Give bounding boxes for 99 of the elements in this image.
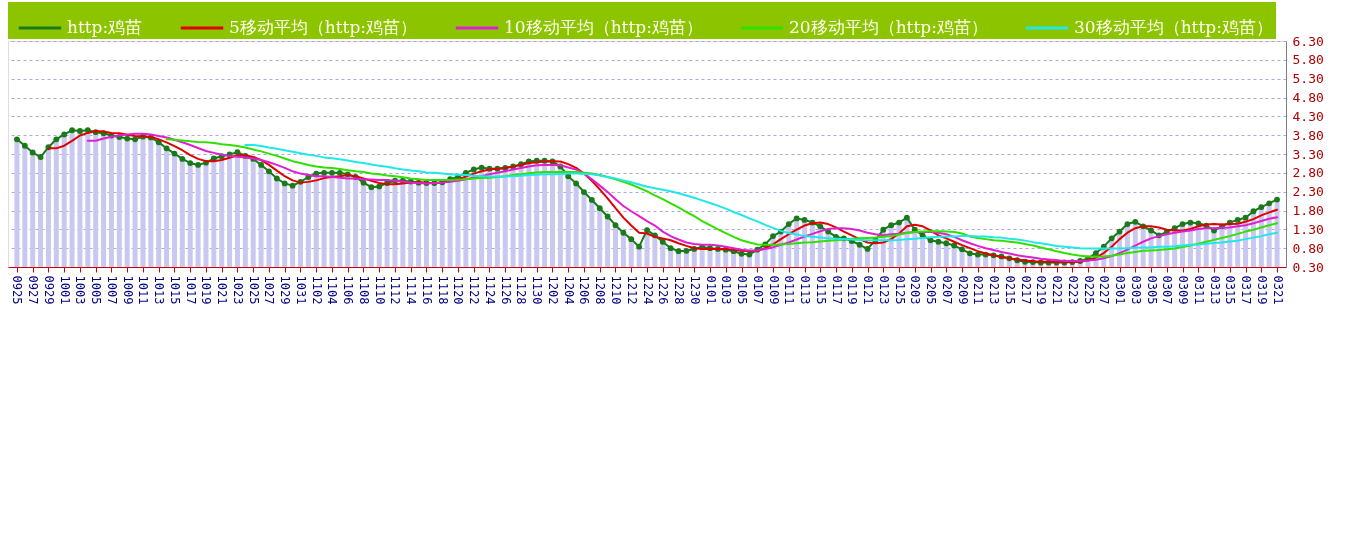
x-tick-label: 1001 (57, 275, 72, 305)
y-tick-label: 1.30 (1292, 221, 1324, 237)
x-tick-label: 0225 (1081, 275, 1096, 305)
x-tick-label: 0203 (908, 275, 923, 305)
y-tick-label: 0.80 (1292, 240, 1324, 256)
x-tick-label: 1021 (215, 275, 230, 305)
legend-label: 10移动平均（http:鸡苗） (504, 17, 703, 37)
x-tick-label: 1102 (309, 275, 324, 305)
x-tick-label: 1029 (278, 275, 293, 305)
x-tick-label: 1015 (167, 275, 182, 305)
x-tick-label: 1128 (514, 275, 529, 305)
legend-label: 5移动平均（http:鸡苗） (229, 17, 418, 37)
legend-label: 20移动平均（http:鸡苗） (789, 17, 988, 37)
x-tick-label: 0227 (1097, 275, 1112, 305)
x-tick-label: 1230 (687, 275, 702, 305)
x-tick-label: 0307 (1160, 275, 1175, 305)
x-tick-label: 1116 (419, 275, 434, 305)
x-tick-label: 0223 (1065, 275, 1080, 305)
x-tick-label: 1122 (467, 275, 482, 305)
x-tick-label: 0117 (829, 275, 844, 305)
x-tick-label: 1130 (530, 275, 545, 305)
x-tick-label: 1110 (372, 275, 387, 305)
x-tick-label: 1108 (356, 275, 371, 305)
x-tick-label: 1208 (593, 275, 608, 305)
x-tick-label: 0113 (798, 275, 813, 305)
x-tick-label: 1104 (325, 275, 340, 305)
x-tick-label: 1202 (545, 275, 560, 305)
x-tick-label: 0211 (971, 275, 986, 305)
x-tick-label: 1118 (435, 275, 450, 305)
y-tick-label: 1.80 (1292, 203, 1324, 218)
x-tick-label: 0105 (735, 275, 750, 305)
x-tick-label: 0219 (1034, 275, 1049, 305)
x-tick-label: 1023 (230, 275, 245, 305)
x-tick-label: 1112 (388, 275, 403, 305)
x-tick-label: 0927 (26, 275, 41, 305)
x-tick-label: 0207 (939, 275, 954, 305)
x-tick-label: 0309 (1176, 275, 1191, 305)
y-tick-label: 2.80 (1292, 165, 1324, 181)
x-tick-label: 1124 (482, 275, 497, 305)
x-tick-label: 0205 (924, 275, 939, 305)
x-tick-label: 1025 (246, 275, 261, 305)
x-tick-label: 0313 (1207, 275, 1222, 305)
x-tick-label: 0929 (41, 275, 56, 305)
x-tick-label: 1013 (152, 275, 167, 305)
x-tick-label: 1106 (341, 275, 356, 305)
x-tick-label: 0107 (750, 275, 765, 305)
x-tick-label: 1027 (262, 275, 277, 305)
y-tick-label: 5.30 (1292, 71, 1324, 87)
x-tick-label: 0115 (813, 275, 828, 305)
x-tick-label: 0101 (703, 275, 718, 305)
x-tick-label: 0301 (1113, 275, 1128, 305)
x-tick-label: 0125 (892, 275, 907, 305)
x-tick-label: 0217 (1018, 275, 1033, 305)
x-tick-label: 1011 (136, 275, 151, 305)
x-tick-label: 1224 (640, 275, 655, 305)
x-tick-label: 0303 (1128, 275, 1143, 305)
y-tick-label: 5.80 (1292, 52, 1324, 68)
x-tick-label: 1120 (451, 275, 466, 305)
x-tick-label: 1009 (120, 275, 135, 305)
x-tick-label: 1226 (656, 275, 671, 305)
legend-label: 30移动平均（http:鸡苗） (1074, 17, 1273, 37)
x-tick-label: 0123 (876, 275, 891, 305)
y-tick-label: 3.80 (1292, 127, 1324, 143)
x-tick-label: 0215 (1002, 275, 1017, 305)
x-tick-label: 0925 (10, 275, 25, 305)
x-tick-label: 1003 (73, 275, 88, 305)
x-tick-label: 1228 (672, 275, 686, 305)
x-tick-label: 0209 (955, 275, 970, 305)
x-tick-label: 0305 (1144, 275, 1159, 305)
x-tick-label: 0213 (987, 275, 1002, 305)
x-tick-label: 1114 (404, 275, 419, 305)
x-tick-label: 0121 (861, 275, 876, 305)
x-tick-label: 1210 (609, 275, 623, 305)
x-tick-label: 0319 (1254, 275, 1269, 305)
x-tick-label: 1005 (89, 275, 104, 305)
x-tick-label: 1212 (624, 275, 639, 305)
y-tick-label: 3.30 (1292, 146, 1324, 162)
x-tick-label: 0119 (845, 275, 860, 305)
x-tick-label: 0109 (766, 275, 781, 305)
x-tick-label: 0311 (1191, 275, 1206, 305)
y-tick-label: 4.80 (1292, 90, 1324, 105)
x-tick-label: 1204 (561, 275, 576, 305)
x-tick-label: 0111 (782, 275, 797, 305)
x-tick-label: 1031 (293, 275, 308, 305)
y-tick-label: 6.30 (1292, 33, 1324, 49)
x-tick-label: 0103 (719, 275, 734, 305)
legend-label: http:鸡苗 (67, 17, 143, 37)
x-tick-label: 1007 (104, 275, 119, 305)
y-tick-label: 2.30 (1292, 184, 1324, 200)
x-tick-label: 0317 (1239, 275, 1254, 305)
x-tick-label: 1126 (498, 275, 513, 305)
y-tick-label: 0.30 (1292, 259, 1324, 275)
x-tick-label: 1017 (183, 275, 198, 305)
x-tick-label: 0321 (1270, 275, 1285, 305)
x-tick-label: 1206 (577, 275, 592, 305)
x-tick-label: 1019 (199, 275, 214, 305)
x-tick-label: 0221 (1050, 275, 1065, 305)
y-tick-label: 4.30 (1292, 108, 1324, 124)
x-tick-label: 0315 (1223, 275, 1238, 305)
